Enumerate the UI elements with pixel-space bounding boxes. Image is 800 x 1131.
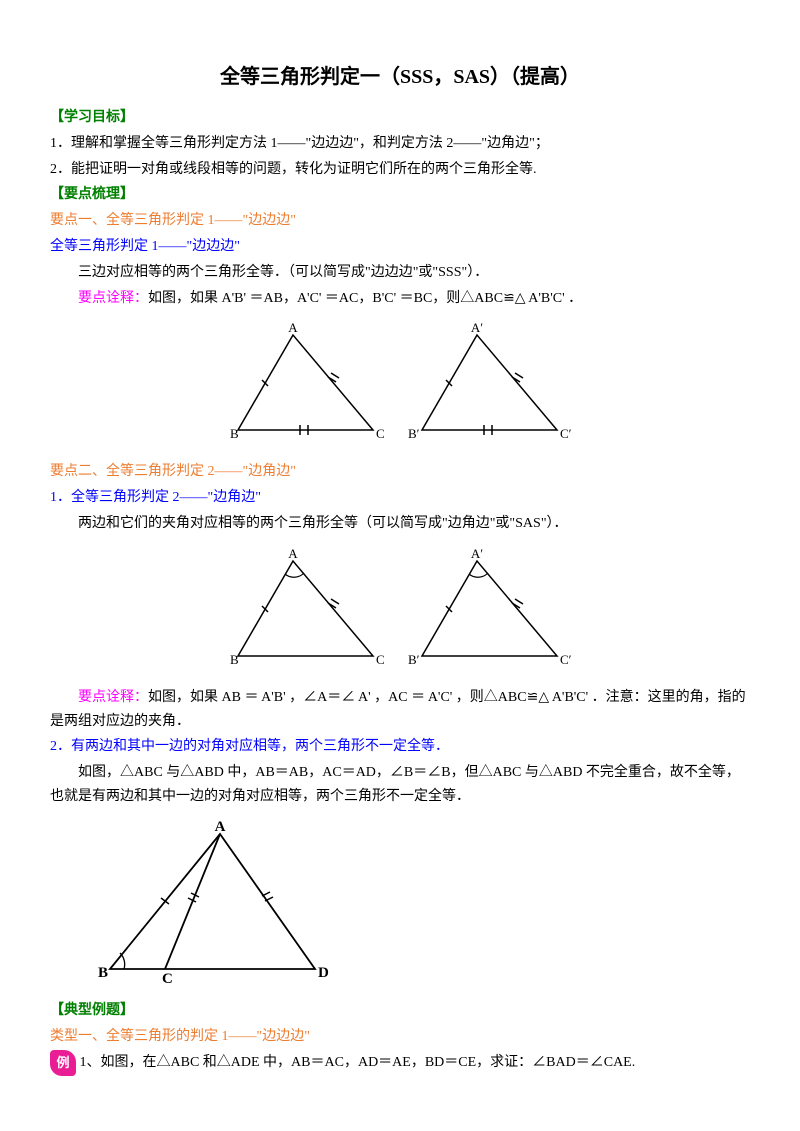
example-1-row: 例 1、如图，在△ABC 和△ADE 中，AB＝AC，AD＝AE，BD＝CE，求… xyxy=(50,1050,750,1076)
svg-text:B′: B′ xyxy=(408,652,420,667)
svg-text:D: D xyxy=(318,965,329,981)
point-2-body-2: 如图，△ABC 与△ABD 中，AB＝AB，AC＝AD，∠B＝∠B，但△ABC … xyxy=(50,761,750,809)
figure-sas-triangles: A B C A′ B′ C′ xyxy=(50,546,750,676)
point-1-title: 要点一、全等三角形判定 1——"边边边" xyxy=(50,209,750,233)
svg-text:C: C xyxy=(376,652,385,667)
figure-abd-triangle: A B C D xyxy=(50,819,750,989)
note-text-2: 如图，如果 AB ＝ A'B' ，∠A＝∠ A' ，AC ＝ A'C' ，则△A… xyxy=(50,690,746,729)
section-heading-goals: 【学习目标】 xyxy=(50,106,750,130)
svg-text:A′: A′ xyxy=(471,546,483,561)
section-heading-examples: 【典型例题】 xyxy=(50,999,750,1023)
point-2-subtitle: 1．全等三角形判定 2——"边角边" xyxy=(50,486,750,510)
svg-text:C′: C′ xyxy=(560,426,572,441)
goal-2: 2．能把证明一对角或线段相等的问题，转化为证明它们所在的两个三角形全等. xyxy=(50,158,750,182)
svg-text:B: B xyxy=(230,652,239,667)
note-text-1: 如图，如果 A'B' ＝AB，A'C' ＝AC，B'C' ＝BC，则△ABC≌△… xyxy=(148,291,582,306)
example-category-1: 类型一、全等三角形的判定 1——"边边边" xyxy=(50,1025,750,1049)
svg-text:B′: B′ xyxy=(408,426,420,441)
point-2-subtitle-2: 2．有两边和其中一边的对角对应相等，两个三角形不一定全等． xyxy=(50,735,750,759)
svg-text:C′: C′ xyxy=(560,652,572,667)
section-heading-points: 【要点梳理】 xyxy=(50,183,750,207)
svg-text:A: A xyxy=(289,546,299,561)
point-2-body: 两边和它们的夹角对应相等的两个三角形全等（可以简写成"边角边"或"SAS"）． xyxy=(50,512,750,536)
figure-sss-triangles: A B C A′ B′ C′ xyxy=(50,320,750,450)
svg-text:A: A xyxy=(289,320,299,335)
example-1-text: 1、如图，在△ABC 和△ADE 中，AB＝AC，AD＝AE，BD＝CE，求证：… xyxy=(80,1056,636,1071)
example-badge-icon: 例 xyxy=(50,1050,76,1076)
svg-text:A: A xyxy=(215,819,226,835)
point-1-note: 要点诠释：如图，如果 A'B' ＝AB，A'C' ＝AC，B'C' ＝BC，则△… xyxy=(50,287,750,311)
point-1-body: 三边对应相等的两个三角形全等．（可以简写成"边边边"或"SSS"）． xyxy=(50,261,750,285)
point-2-note: 要点诠释：如图，如果 AB ＝ A'B' ，∠A＝∠ A' ，AC ＝ A'C'… xyxy=(50,686,750,734)
goal-1: 1．理解和掌握全等三角形判定方法 1——"边边边"，和判定方法 2——"边角边"… xyxy=(50,132,750,156)
note-label-2: 要点诠释： xyxy=(78,690,148,705)
svg-text:C: C xyxy=(162,971,173,987)
point-2-title: 要点二、全等三角形判定 2——"边角边" xyxy=(50,460,750,484)
point-1-subtitle: 全等三角形判定 1——"边边边" xyxy=(50,235,750,259)
note-label-1: 要点诠释： xyxy=(78,291,148,306)
svg-text:A′: A′ xyxy=(471,320,483,335)
svg-text:B: B xyxy=(98,965,108,981)
svg-text:C: C xyxy=(376,426,385,441)
page-title: 全等三角形判定一（SSS，SAS）（提高） xyxy=(50,60,750,94)
svg-text:B: B xyxy=(230,426,239,441)
